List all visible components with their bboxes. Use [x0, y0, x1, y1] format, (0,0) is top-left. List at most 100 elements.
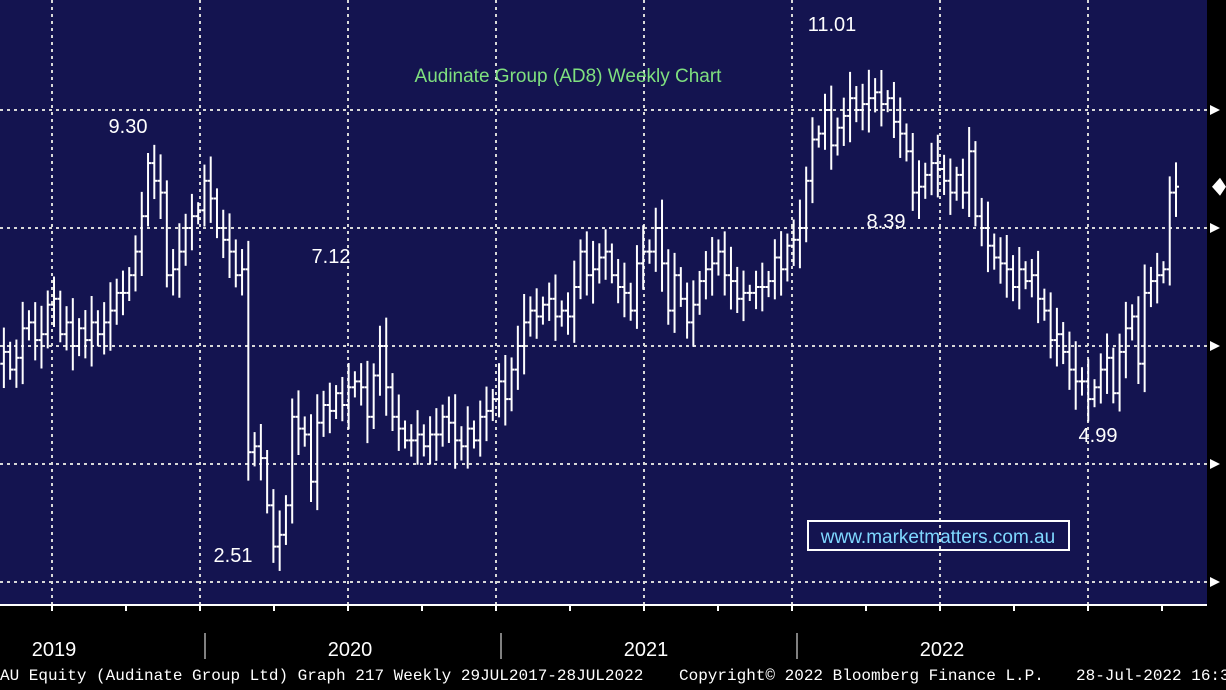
ohlc-bar — [320, 390, 327, 437]
ohlc-bar — [420, 424, 427, 457]
ohlc-bar — [790, 219, 797, 266]
ohlc-bar — [345, 362, 352, 430]
ohlc-bar — [608, 243, 615, 284]
ohlc-bar — [1072, 341, 1079, 410]
right-axis-tick-8 — [1210, 223, 1220, 233]
ohlc-bar — [1110, 347, 1117, 404]
ohlc-bar — [157, 154, 164, 219]
right-axis-ticks — [1210, 105, 1226, 587]
ohlc-bar — [176, 223, 183, 298]
gridlines — [0, 0, 1207, 605]
ohlc-bar — [991, 233, 998, 270]
ohlc-bar — [959, 158, 966, 209]
ohlc-bar — [1160, 261, 1167, 284]
ohlc-bar — [527, 296, 534, 337]
ohlc-bar — [984, 201, 991, 273]
ohlc-bar — [82, 310, 89, 359]
ohlc-bar — [847, 71, 854, 143]
ohlc-bar — [564, 292, 571, 335]
ohlc-bar — [646, 239, 653, 264]
ohlc-bar — [997, 237, 1004, 284]
bottom-axis-background — [0, 605, 1226, 665]
annotation-9.30: 9.30 — [109, 116, 148, 138]
ohlc-bar — [427, 416, 434, 465]
ohlc-bar — [1122, 301, 1129, 379]
year-label-2019: 2019 — [32, 639, 77, 661]
ohlc-bar — [533, 288, 540, 339]
ohlc-bar — [333, 385, 340, 420]
ohlc-bar — [596, 243, 603, 284]
ohlc-bar — [88, 296, 95, 367]
ohlc-bar — [433, 408, 440, 461]
ohlc-bar — [784, 233, 791, 282]
price-chart: 9.30 2.51 7.12 11.01 8.39 4.99 Audinate Group… — [0, 0, 1226, 665]
ohlc-bar — [803, 166, 810, 243]
ohlc-bar — [671, 252, 678, 333]
ohlc-bar — [351, 371, 358, 398]
ohlc-bar — [840, 97, 847, 146]
ohlc-bar — [414, 410, 421, 465]
right-axis-background — [1207, 0, 1226, 605]
ohlc-bar — [145, 152, 152, 227]
ohlc-bar — [13, 339, 20, 388]
ohlc-bar — [884, 90, 891, 113]
ohlc-bar — [1116, 333, 1123, 412]
ohlc-bar — [947, 158, 954, 215]
ohlc-bar — [163, 180, 170, 288]
ohlc-bar — [63, 306, 70, 351]
ohlc-bar — [170, 249, 177, 296]
watermark-border — [807, 520, 1070, 551]
ohlc-bar — [696, 270, 703, 315]
ohlc-bar — [1047, 292, 1054, 359]
annotation-11.01: 11.01 — [808, 14, 857, 36]
ohlc-bar — [264, 449, 271, 514]
ohlc-bar — [477, 400, 484, 457]
footer-bar: AU Equity (Audinate Group Ltd) Graph 217… — [0, 665, 1226, 690]
ohlc-bar — [853, 86, 860, 123]
ohlc-bar — [972, 141, 979, 227]
ohlc-bar — [339, 376, 346, 422]
ohlc-bar — [978, 197, 985, 247]
watermark-box[interactable]: www.marketmatters.com.au — [807, 520, 1070, 551]
ohlc-bar — [32, 302, 39, 361]
ohlc-bar — [69, 298, 76, 371]
ohlc-bar — [590, 240, 597, 304]
ohlc-bar — [76, 318, 83, 357]
ohlc-bar — [245, 240, 252, 481]
ohlc-bar — [402, 420, 409, 449]
ohlc-bar — [226, 213, 233, 278]
ohlc-bar — [815, 125, 822, 148]
ohlc-bar — [195, 202, 202, 225]
ohlc-bar — [364, 360, 371, 444]
ohlc-bar — [759, 262, 766, 312]
ohlc-bar — [201, 164, 208, 227]
ohlc-bar — [282, 495, 289, 545]
ohlc-bar — [753, 270, 760, 310]
ohlc-bar — [445, 396, 452, 443]
ohlc-bar — [383, 317, 390, 416]
watermark-link[interactable]: www.marketmatters.com.au — [820, 527, 1055, 548]
ohlc-bar — [276, 510, 283, 571]
ohlc-bar — [865, 69, 872, 133]
ohlc-bar — [1141, 264, 1148, 393]
ohlc-bar — [370, 363, 377, 429]
ohlc-bar — [546, 282, 553, 321]
ohlc-bar — [771, 239, 778, 300]
ohlc-bar — [358, 363, 365, 406]
ohlc-bar — [326, 382, 333, 434]
ohlc-bar — [746, 284, 753, 302]
ohlc-bar — [483, 386, 490, 442]
ohlc-bar — [796, 199, 803, 269]
ohlc-bar — [270, 489, 277, 563]
annotation-2.51: 2.51 — [214, 545, 253, 567]
ohlc-bar — [859, 83, 866, 131]
ohlc-bar — [1078, 367, 1085, 396]
ohlc-bar — [665, 249, 672, 325]
ohlc-bar — [57, 290, 64, 343]
ohlc-bar — [577, 239, 584, 300]
ohlc-bar — [1097, 353, 1104, 404]
ohlc-bar — [7, 341, 14, 380]
ohlc-bar — [107, 282, 114, 351]
ohlc-bar — [928, 142, 935, 196]
ohlc-bar — [1135, 296, 1142, 384]
